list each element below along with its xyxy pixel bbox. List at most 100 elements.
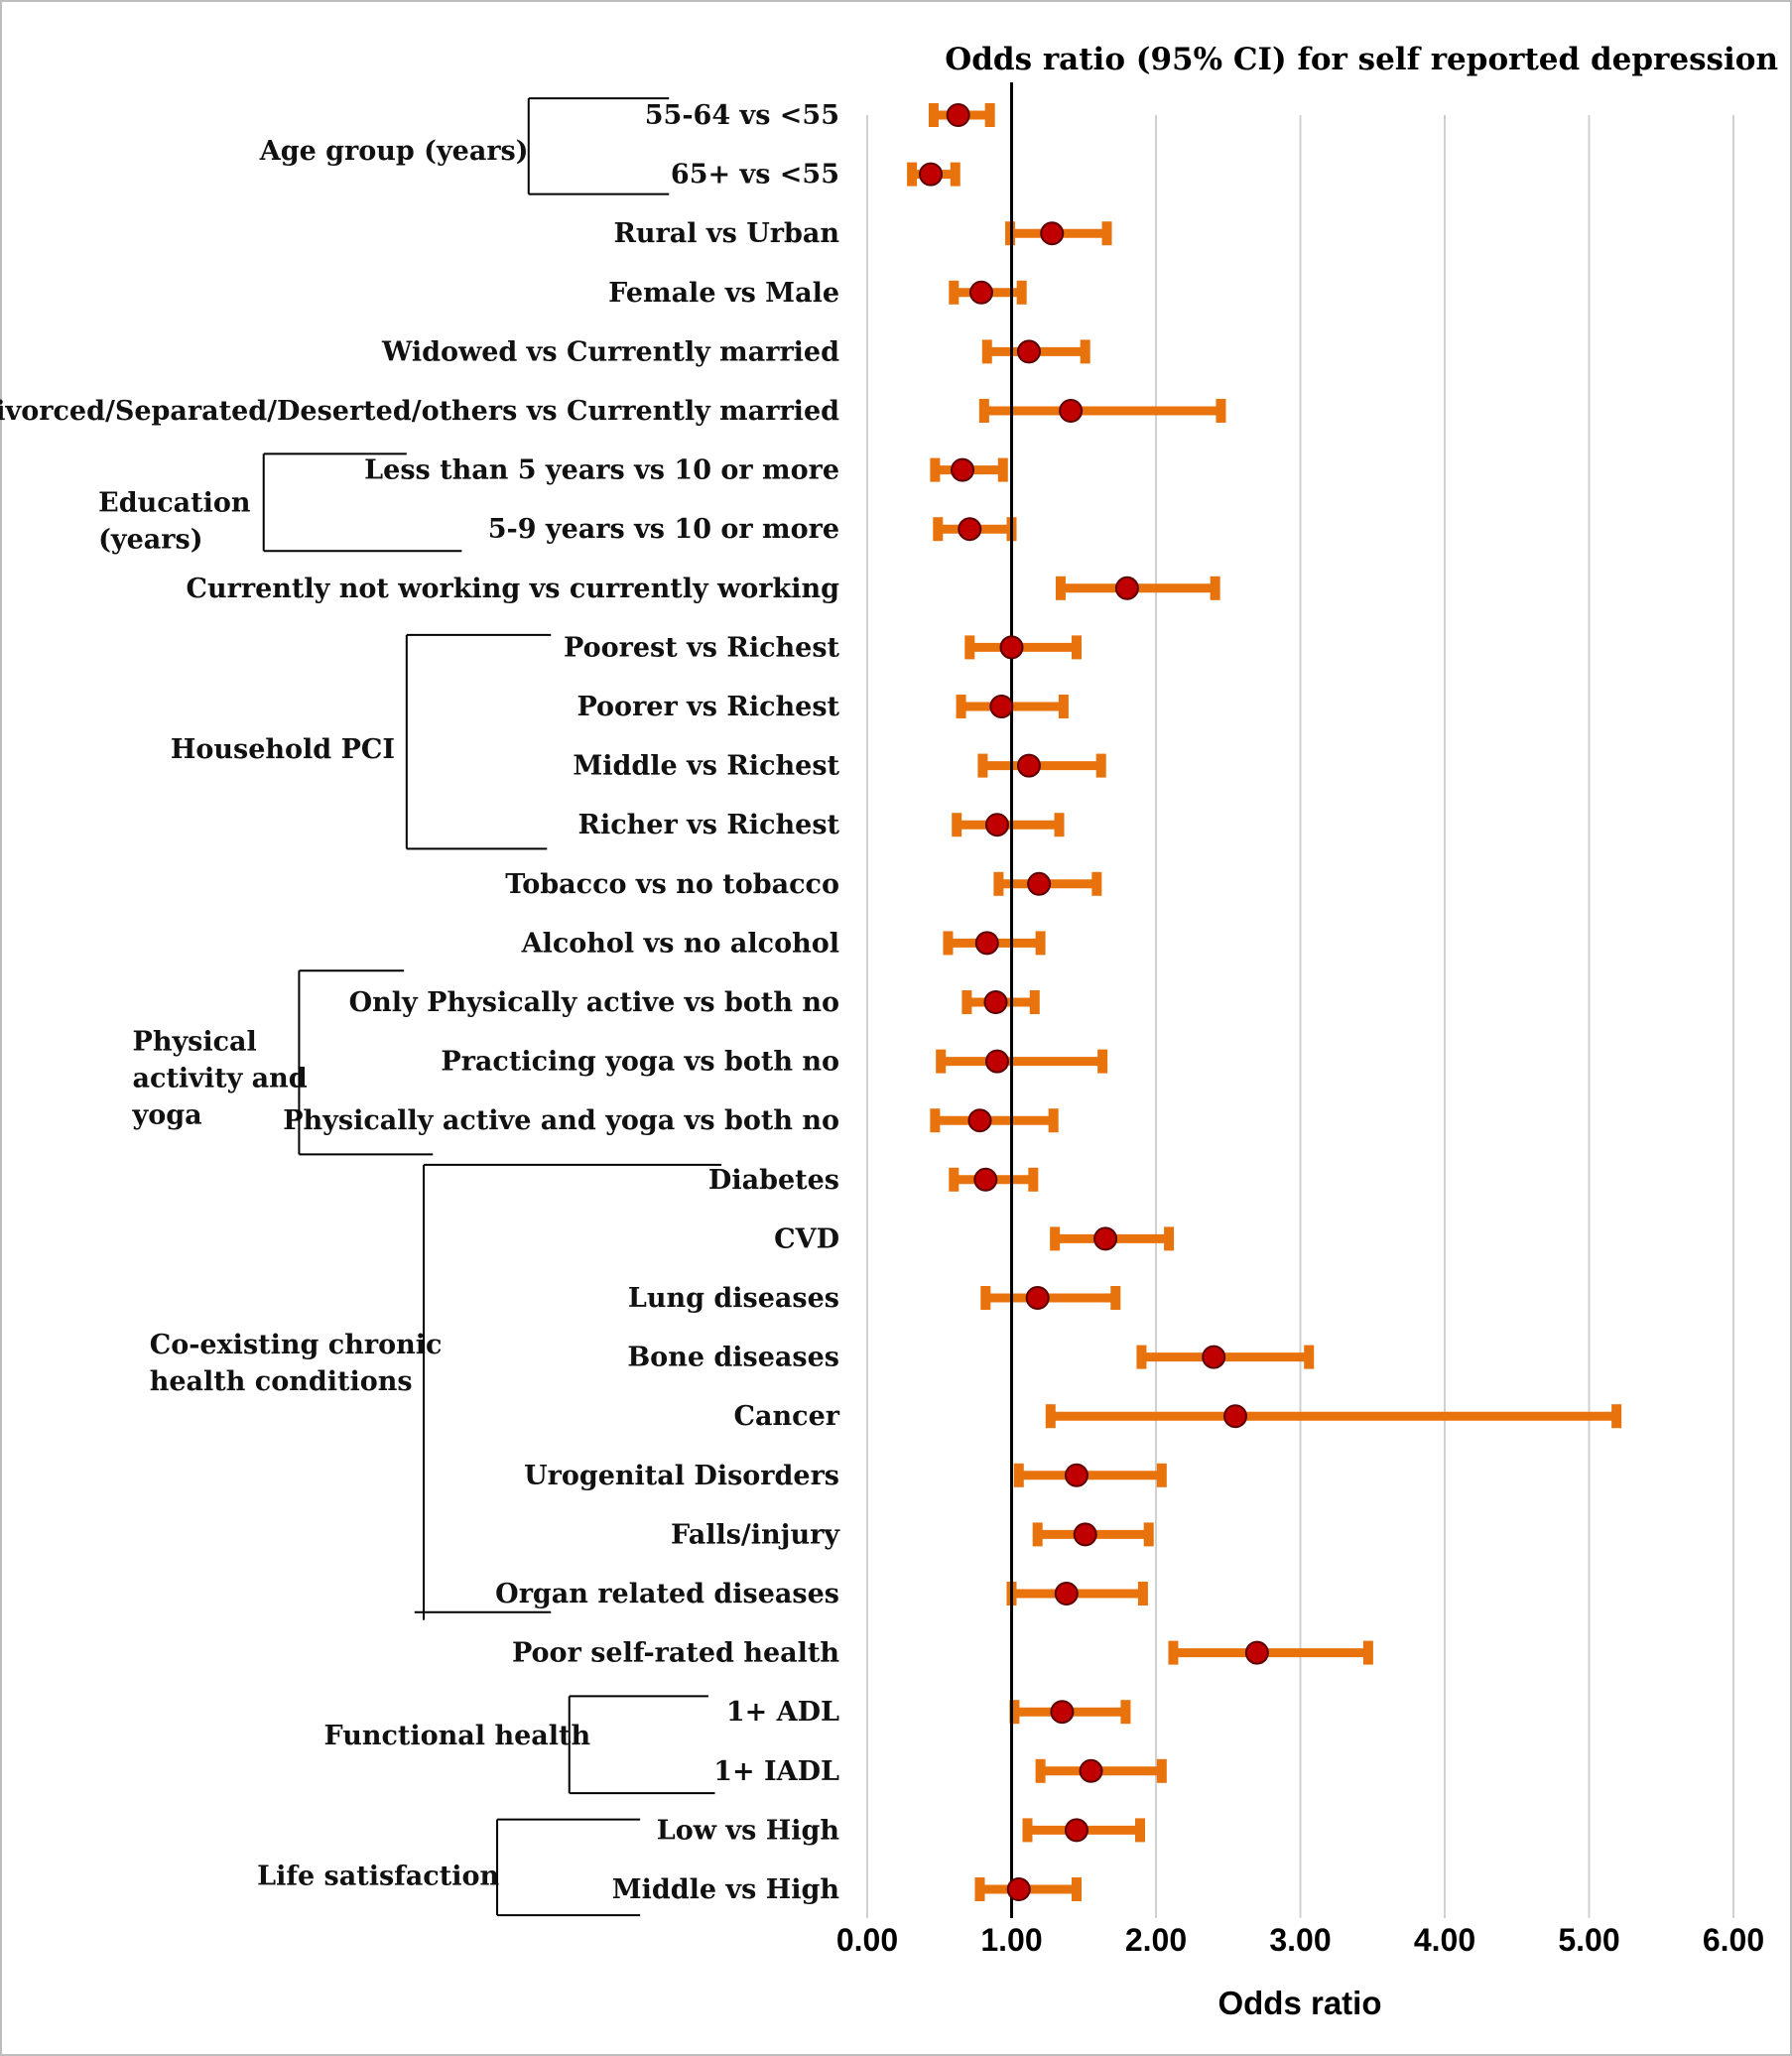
- ci-row: [1045, 1404, 1622, 1429]
- gridlines: [866, 115, 1734, 1918]
- x-tick-label: 2.00: [1125, 1922, 1187, 1958]
- row-label: Middle vs High: [612, 1874, 840, 1905]
- row-label: Bone diseases: [627, 1343, 839, 1373]
- ci-upper-cap: [1048, 1108, 1059, 1133]
- ci-lower-cap: [1022, 1818, 1033, 1843]
- chart-title: Odds ratio (95% CI) for self reported de…: [945, 42, 1778, 77]
- ci-upper-cap: [1120, 1700, 1131, 1725]
- ci-upper-cap: [1071, 635, 1082, 660]
- group-bracket: Life satisfaction: [257, 1818, 641, 1917]
- ci-lower-cap: [961, 990, 972, 1014]
- ci-row: [978, 399, 1226, 423]
- odds-ratio-point: [946, 103, 970, 127]
- ci-lower-cap: [1050, 1226, 1061, 1251]
- odds-ratio-point: [984, 1049, 1009, 1074]
- ci-lower-cap: [933, 517, 944, 542]
- row-label: 1+ IADL: [713, 1756, 839, 1787]
- group-label: yoga: [132, 1100, 202, 1131]
- row-label: Lung diseases: [628, 1283, 839, 1314]
- ci-lower-cap: [981, 339, 992, 364]
- row-label: Less than 5 years vs 10 or more: [364, 455, 839, 486]
- row-label: Richer vs Richest: [578, 810, 840, 840]
- row-label: Practicing yoga vs both no: [441, 1047, 839, 1078]
- row-label: Poor self-rated health: [512, 1638, 839, 1669]
- odds-ratio-point: [1073, 1522, 1097, 1547]
- ci-upper-cap: [1156, 1463, 1167, 1487]
- odds-ratio-point: [983, 990, 1008, 1014]
- ci-upper-cap: [950, 162, 960, 187]
- group-label: Physical: [133, 1027, 257, 1058]
- group-label: Life satisfaction: [257, 1861, 499, 1891]
- row-label: Low vs High: [657, 1815, 840, 1846]
- group-bracket: Functional health: [324, 1695, 715, 1795]
- row-label: Organ related diseases: [495, 1579, 839, 1609]
- row-label: Tobacco vs no tobacco: [505, 869, 839, 900]
- ci-upper-cap: [1035, 931, 1046, 956]
- x-tick-label: 6.00: [1703, 1922, 1764, 1958]
- ci-lower-cap: [1032, 1522, 1043, 1547]
- odds-ratio-point: [1016, 339, 1041, 364]
- group-bracket: Household PCI: [171, 633, 552, 850]
- row-label: Rural vs Urban: [613, 218, 839, 249]
- ci-lower-cap: [949, 1167, 960, 1192]
- row-label: Widowed vs Currently married: [381, 336, 839, 367]
- row-label: Middle vs Richest: [573, 751, 839, 782]
- ci-upper-cap: [1210, 576, 1220, 600]
- odds-ratio-point: [1093, 1226, 1118, 1251]
- ci-upper-cap: [1216, 399, 1226, 423]
- row-label: Only Physically active vs both no: [349, 987, 839, 1018]
- odds-ratio-point: [989, 695, 1014, 718]
- row-label: Diabetes: [708, 1165, 839, 1196]
- ci-lower-cap: [1136, 1345, 1147, 1369]
- group-label: Co-existing chronic: [150, 1330, 443, 1360]
- group-label: Household PCI: [171, 734, 395, 765]
- group-bracket: Age group (years): [259, 97, 670, 195]
- ci-upper-cap: [1016, 280, 1027, 305]
- odds-ratio-point: [968, 280, 993, 305]
- odds-ratio-point: [1079, 1758, 1103, 1783]
- ci-lower-cap: [936, 1049, 947, 1074]
- ci-row: [1168, 1640, 1373, 1665]
- ci-lower-cap: [977, 753, 988, 778]
- odds-ratio-point: [1006, 1877, 1031, 1901]
- ci-upper-cap: [1028, 1167, 1039, 1192]
- x-tick-label: 0.00: [836, 1922, 898, 1958]
- ci-lower-cap: [1055, 576, 1066, 600]
- odds-ratio-point: [1054, 1582, 1079, 1606]
- ci-lower-cap: [1168, 1640, 1179, 1665]
- row-label: 55-64 vs <55: [645, 100, 839, 131]
- odds-ratio-point: [999, 635, 1024, 660]
- odds-ratio-point: [1027, 871, 1052, 896]
- odds-ratio-point: [1016, 753, 1041, 778]
- ci-lower-cap: [930, 1108, 941, 1133]
- ci-lower-cap: [993, 871, 1004, 896]
- row-label: Currently not working vs currently worki…: [187, 574, 840, 604]
- group-bracket: Physical activity and yoga: [132, 969, 434, 1156]
- row-label: Urogenital Disorders: [524, 1461, 839, 1491]
- ci-lower-cap: [956, 695, 966, 718]
- x-tick-label: 3.00: [1269, 1922, 1331, 1958]
- row-label: Falls/injury: [671, 1519, 840, 1550]
- ci-row: [936, 1049, 1108, 1074]
- ci-lower-cap: [952, 813, 962, 837]
- group-label: Functional health: [324, 1721, 591, 1751]
- ci-lower-cap: [949, 280, 960, 305]
- odds-ratio-point: [1059, 399, 1084, 423]
- group-labels: Age group (years) Education (years) Househo…: [98, 97, 722, 1917]
- ci-row: [930, 1108, 1059, 1133]
- odds-ratio-point: [984, 813, 1009, 837]
- odds-ratio-point: [1223, 1404, 1248, 1429]
- odds-ratio-point: [974, 931, 999, 956]
- odds-ratio-point: [1040, 221, 1065, 246]
- ci-lower-cap: [1035, 1758, 1046, 1783]
- group-label: Age group (years): [259, 136, 529, 167]
- group-label: health conditions: [150, 1366, 413, 1397]
- ci-upper-cap: [1054, 813, 1065, 837]
- odds-ratio-point: [919, 162, 944, 187]
- ci-upper-cap: [1095, 753, 1106, 778]
- ci-upper-cap: [1304, 1345, 1315, 1369]
- ci-upper-cap: [1110, 1286, 1121, 1310]
